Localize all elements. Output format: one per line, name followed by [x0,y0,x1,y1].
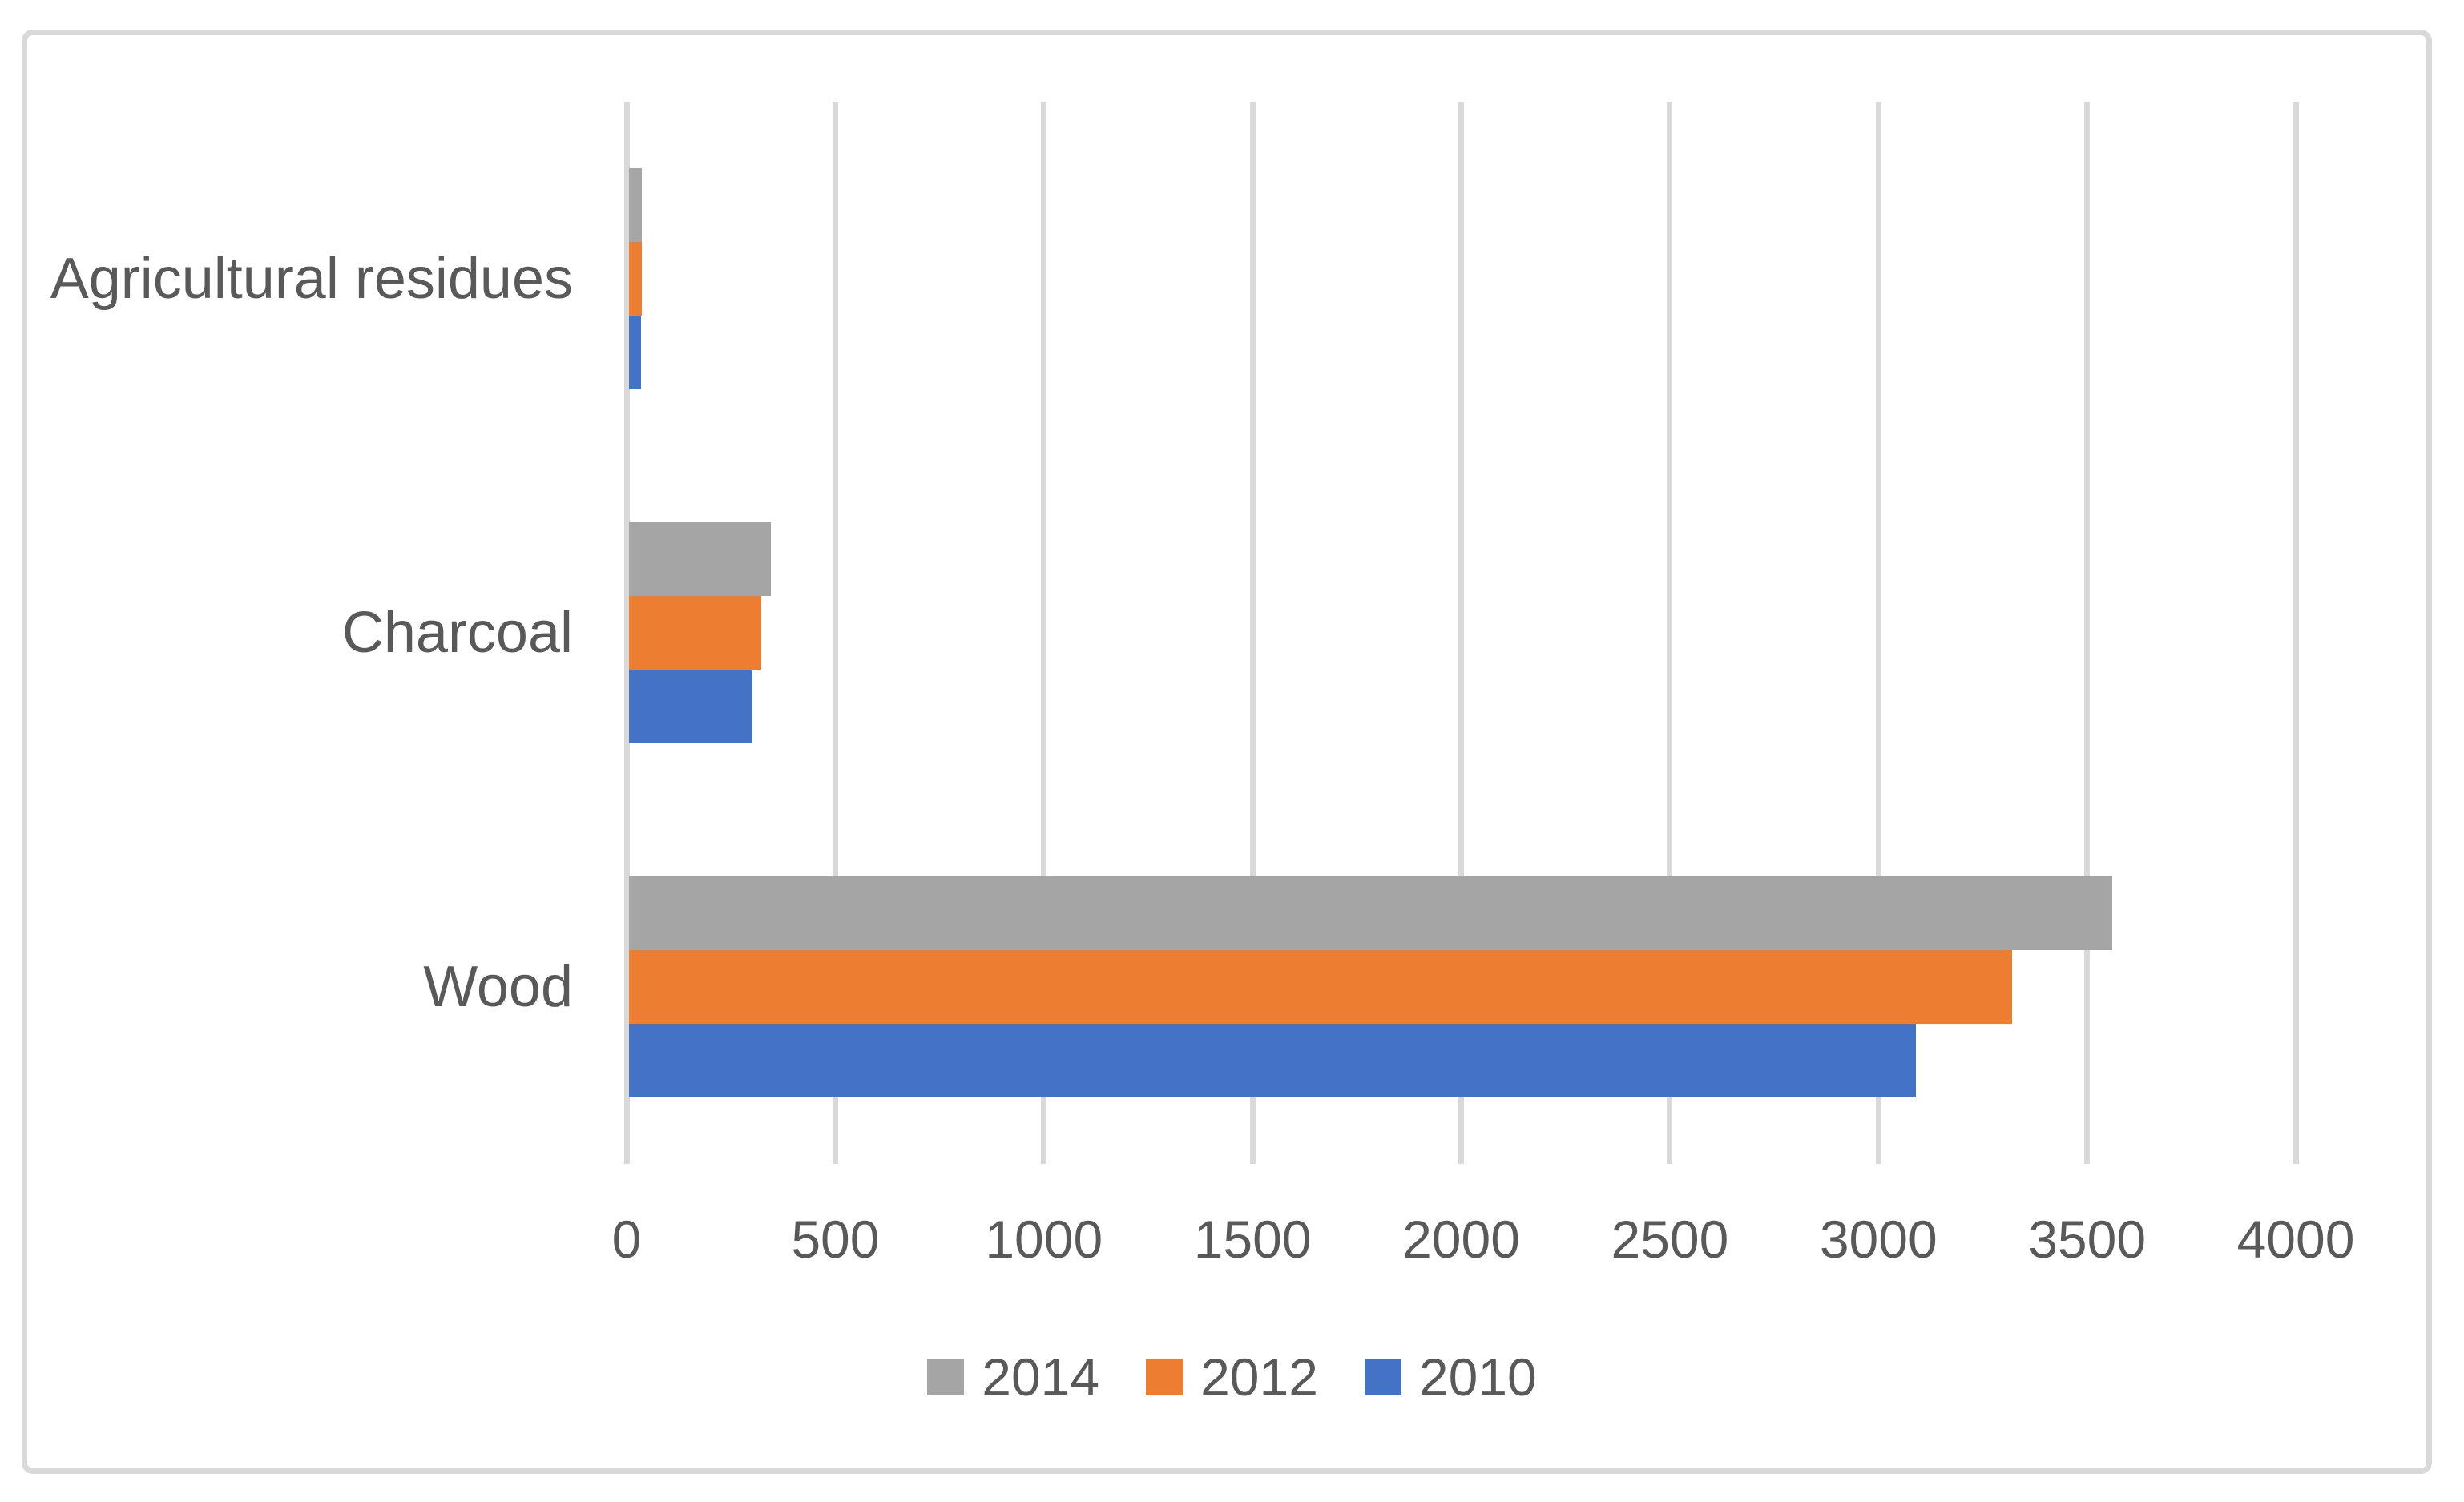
chart-border [22,30,2432,1474]
legend-label-2014: 2014 [982,1347,1100,1407]
legend: 2014 2012 2010 [0,1351,2464,1403]
bar-agricultural-residues-2010 [629,316,642,389]
gridline-500 [832,102,838,1164]
x-tick-label-1500: 1500 [1193,1210,1312,1269]
category-label-wood: Wood [423,955,573,1019]
bar-agricultural-residues-2012 [629,242,642,316]
gridline-3500 [2084,102,2091,1164]
x-tick-label-3500: 3500 [2028,1210,2147,1269]
gridline-1500 [1249,102,1256,1164]
legend-item-2010: 2010 [1364,1347,1537,1407]
gridline-4000 [2293,102,2299,1164]
gridline-3000 [1875,102,1881,1164]
bar-wood-2010 [629,1024,1917,1097]
gridline-2500 [1667,102,1673,1164]
gridline-2000 [1458,102,1464,1164]
bar-charcoal-2010 [629,670,753,743]
x-tick-label-3000: 3000 [1819,1210,1938,1269]
legend-label-2012: 2012 [1200,1347,1318,1407]
x-tick-label-2500: 2500 [1611,1210,1729,1269]
x-tick-label-1000: 1000 [985,1210,1103,1269]
bar-wood-2014 [629,876,2112,950]
legend-swatch-2012 [1146,1359,1184,1395]
x-tick-label-4000: 4000 [2236,1210,2355,1269]
x-tick-label-2000: 2000 [1402,1210,1520,1269]
legend-swatch-2014 [927,1359,965,1395]
legend-label-2010: 2010 [1418,1347,1537,1407]
legend-item-2012: 2012 [1146,1351,1318,1403]
category-label-agricultural-residues: Agricultural residues [50,247,573,311]
gridline-0 [623,102,630,1164]
bar-charcoal-2014 [629,522,771,596]
bar-agricultural-residues-2014 [629,168,643,242]
bar-wood-2012 [629,950,2012,1024]
legend-item-2014: 2014 [927,1351,1099,1403]
category-label-charcoal: Charcoal [341,601,573,665]
legend-swatch-2010 [1364,1359,1401,1395]
bar-charcoal-2012 [629,596,761,670]
x-tick-label-0: 0 [611,1210,642,1269]
x-tick-label-500: 500 [791,1210,880,1269]
gridline-1000 [1041,102,1047,1164]
